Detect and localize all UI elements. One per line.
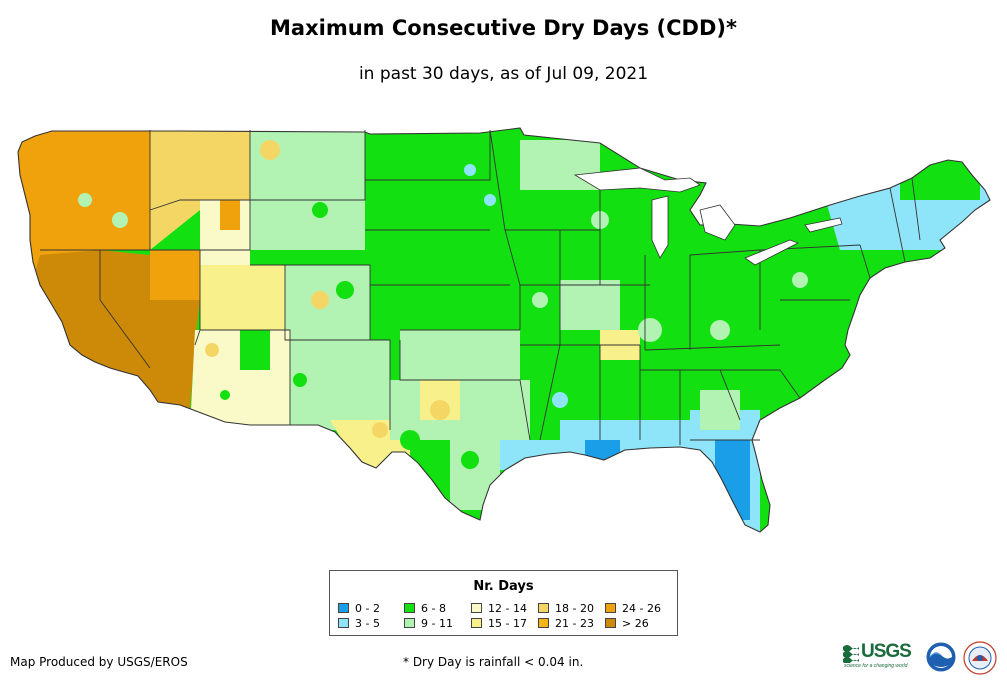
legend-swatch: [404, 603, 415, 613]
legend-swatch: [538, 603, 549, 613]
legend-swatch: [538, 618, 549, 628]
map-subtitle: in past 30 days, as of Jul 09, 2021: [358, 64, 649, 84]
usgs-logo: USGS science for a changing world: [843, 641, 919, 671]
region-montana-wyoming: [250, 130, 365, 250]
lake-superior: [573, 167, 701, 193]
legend-swatch: [338, 603, 349, 613]
legend-label: 15 - 17: [488, 617, 527, 630]
nws-logo-icon: [963, 641, 997, 675]
legend-item: 15 - 17: [471, 618, 527, 630]
lake-huron: [699, 204, 736, 241]
legend-item: 6 - 8: [404, 603, 446, 615]
legend-swatch: [605, 603, 616, 613]
legend-label: 0 - 2: [355, 602, 380, 615]
state-borders: [40, 129, 921, 445]
usgs-wordmark: USGS: [861, 641, 912, 662]
legend-label: 6 - 8: [421, 602, 446, 615]
noaa-logo-icon: [925, 641, 957, 673]
legend-label: 9 - 11: [421, 617, 453, 630]
lake-ontario: [804, 217, 843, 233]
legend-label: 3 - 5: [355, 617, 380, 630]
legend-title: Nr. Days: [473, 579, 534, 594]
legend-label: 12 - 14: [488, 602, 527, 615]
legend-swatch: [471, 618, 482, 628]
legend-item: 18 - 20: [538, 603, 594, 615]
region-utah: [200, 265, 290, 330]
legend-swatch: [471, 603, 482, 613]
legend-label: 24 - 26: [622, 602, 661, 615]
map-legend: Nr. Days 0 - 2 3 - 5 6 - 8 9 - 11 12 - 1…: [329, 570, 678, 636]
legend-swatch: [338, 618, 349, 628]
region-idaho-montana: [150, 130, 250, 250]
region-gulf-coast: [500, 440, 560, 470]
dry-day-footnote: * Dry Day is rainfall < 0.04 in.: [403, 655, 584, 669]
legend-swatch: [605, 618, 616, 628]
legend-item: 12 - 14: [471, 603, 527, 615]
lake-michigan: [651, 195, 669, 259]
map-credit: Map Produced by USGS/EROS: [10, 655, 188, 669]
map-title: Maximum Consecutive Dry Days (CDD)*: [270, 16, 737, 40]
legend-label: > 26: [622, 617, 649, 630]
legend-label: 21 - 23: [555, 617, 594, 630]
region-oklahoma: [400, 330, 520, 380]
region-new-mexico: [290, 340, 390, 430]
legend-label: 18 - 20: [555, 602, 594, 615]
legend-item: 0 - 2: [338, 603, 380, 615]
legend-item: 24 - 26: [605, 603, 661, 615]
legend-item: > 26: [605, 618, 649, 630]
legend-item: 21 - 23: [538, 618, 594, 630]
usgs-wave-icon: [843, 645, 859, 663]
great-lakes: [573, 167, 843, 266]
legend-swatch: [404, 618, 415, 628]
usgs-tagline: science for a changing world: [844, 663, 908, 669]
legend-item: 9 - 11: [404, 618, 453, 630]
lake-erie: [744, 239, 799, 266]
legend-item: 3 - 5: [338, 618, 380, 630]
us-dry-days-map: [17, 127, 991, 533]
